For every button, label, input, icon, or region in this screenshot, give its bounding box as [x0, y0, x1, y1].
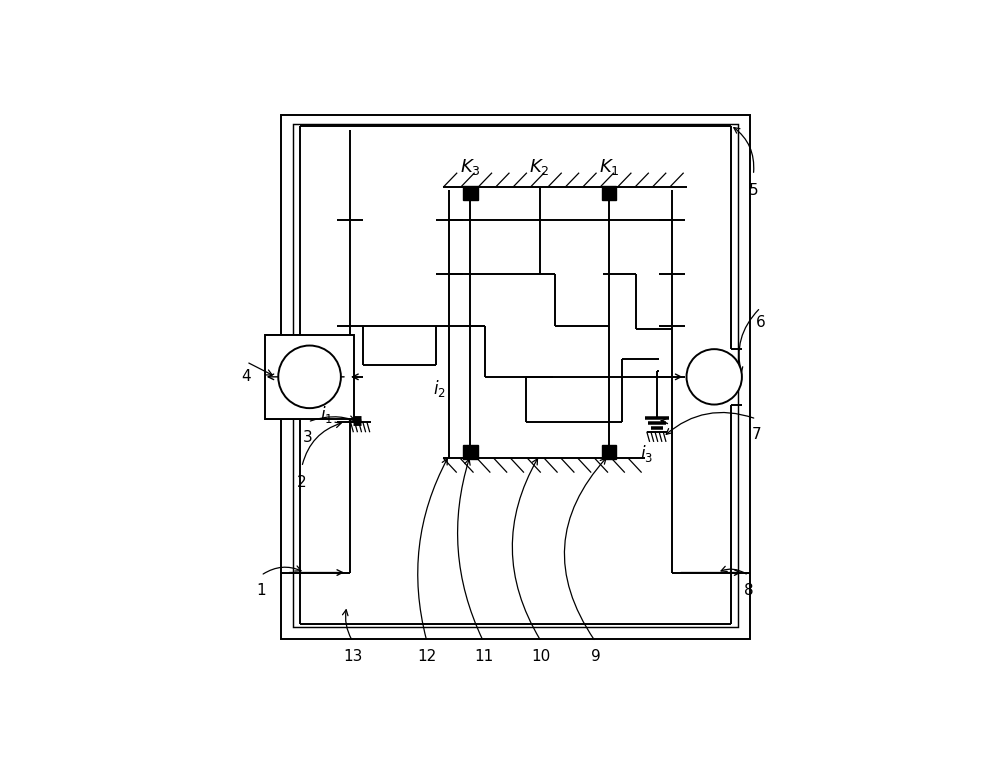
Bar — [602, 445, 616, 459]
Text: 6: 6 — [756, 315, 765, 330]
Text: 3: 3 — [303, 429, 313, 444]
Bar — [602, 186, 616, 200]
Text: $i_3$: $i_3$ — [640, 443, 653, 465]
Text: 12: 12 — [417, 649, 437, 665]
Text: $K_2$: $K_2$ — [529, 157, 550, 177]
Text: 1: 1 — [256, 583, 266, 598]
Bar — [281, 115, 750, 639]
Bar — [463, 186, 478, 200]
Bar — [463, 445, 478, 459]
Text: 7: 7 — [752, 426, 761, 442]
Text: $K_1$: $K_1$ — [599, 157, 619, 177]
Text: 2: 2 — [297, 475, 307, 490]
Text: 13: 13 — [343, 649, 363, 665]
Text: $K_3$: $K_3$ — [460, 157, 481, 177]
Text: 4: 4 — [242, 369, 251, 384]
Text: 8: 8 — [744, 583, 753, 598]
Bar — [293, 124, 738, 626]
Circle shape — [687, 349, 742, 404]
Circle shape — [278, 346, 341, 408]
Text: 9: 9 — [591, 649, 600, 665]
Text: 11: 11 — [474, 649, 493, 665]
Text: 5: 5 — [749, 183, 758, 198]
Text: 10: 10 — [532, 649, 551, 665]
Text: $i_1$: $i_1$ — [320, 404, 333, 425]
Bar — [265, 335, 354, 419]
Text: $i_2$: $i_2$ — [433, 378, 445, 400]
